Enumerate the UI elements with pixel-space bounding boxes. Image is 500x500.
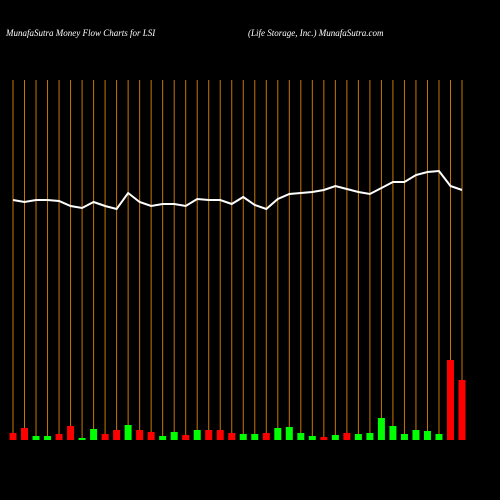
bar [21,428,29,440]
bar [389,426,397,440]
bar [136,430,144,440]
bar [377,418,385,440]
bar [285,427,293,440]
bar [274,428,282,440]
bar [147,432,155,440]
price-line [12,169,463,211]
bar [78,438,86,440]
bar [67,426,75,440]
bar [251,434,259,440]
bar [193,430,201,440]
bar [9,433,17,440]
chart-subtitle: (Life Storage, Inc.) MunafaSutra.com [248,28,384,38]
bar [216,430,224,440]
bar [320,437,328,440]
bar [354,434,362,440]
bar [446,360,454,440]
bar [101,434,109,440]
bar [182,435,190,440]
bar [423,431,431,440]
bar [366,433,374,440]
bar [239,434,247,440]
bar [32,436,40,440]
bar [159,436,167,440]
bar [205,430,213,440]
bar [331,435,339,440]
bar [400,434,408,440]
bar [55,434,63,440]
chart-title: MunafaSutra Money Flow Charts for LSI [5,28,156,38]
bar [90,429,98,440]
bar [262,433,270,440]
bar [170,432,178,440]
bar [458,380,466,440]
bar [113,430,121,440]
bar [308,436,316,440]
bar [124,425,132,440]
bar [297,433,305,440]
bar [44,436,52,440]
bar [343,433,351,440]
bar [228,433,236,440]
bar [412,430,420,440]
bar [435,434,443,440]
